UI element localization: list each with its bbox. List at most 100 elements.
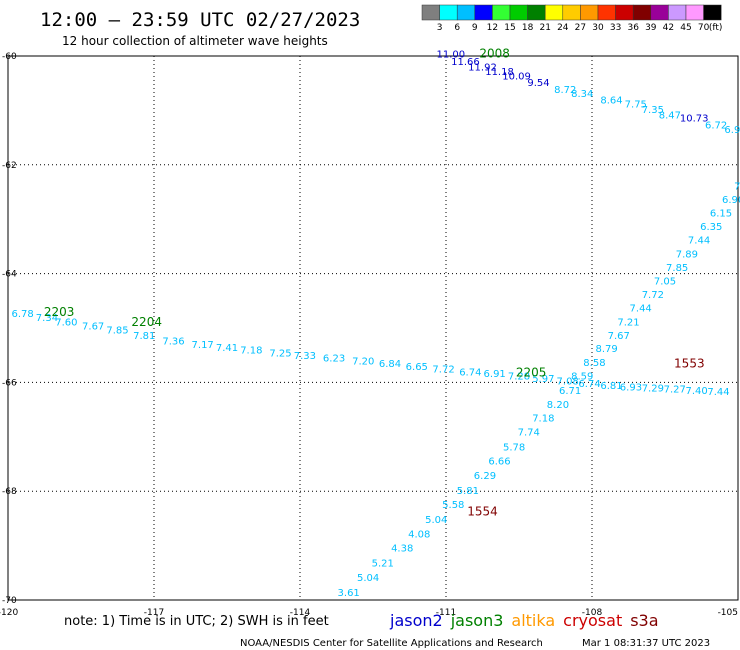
footer: note: 1) Time is in UTC; 2) SWH is in fe…: [64, 611, 710, 649]
wave-height-label: 3.61: [338, 588, 360, 599]
wave-height-label: 7.33: [294, 351, 316, 362]
wave-height-label: 6.72: [705, 120, 727, 131]
wave-height-label: 7.17: [192, 340, 214, 351]
footer-timestamp: Mar 1 08:31:37 UTC 2023: [582, 638, 710, 649]
wave-height-label: 7.81: [133, 331, 155, 342]
footer-note: note: 1) Time is in UTC; 2) SWH is in fe…: [64, 614, 329, 629]
wave-height-label: 7.44: [630, 304, 652, 315]
colorbar-swatch: [650, 4, 669, 21]
wave-height-label: 6.74: [459, 367, 481, 378]
wave-height-label: 7.75: [625, 100, 647, 111]
colorbar-swatch: [632, 4, 652, 21]
wave-height-label: 8.47: [659, 111, 681, 122]
wave-height-label: 7.18: [240, 346, 262, 357]
wave-height-label: 6.84: [379, 359, 401, 370]
colorbar-label: 39: [645, 23, 657, 33]
wave-height-label: 6.66: [488, 457, 510, 468]
colorbar: 3 6 9 12 15 18 21 24 27 30 33 36 39 42 45 70 (ft): [421, 4, 723, 33]
satellite-legend: jason2 jason3 altika cryosat s3a: [389, 611, 659, 630]
chart-title: 12:00 — 23:59 UTC 02/27/2023: [40, 9, 360, 31]
colorbar-label: 30: [592, 23, 604, 33]
x-tick-label: -111: [436, 608, 456, 618]
wave-height-label: 6.81: [600, 381, 622, 392]
legend-entry-altika: altika: [511, 611, 555, 630]
legend-entry-cryosat: cryosat: [563, 611, 622, 630]
wave-height-label: 9.54: [527, 78, 549, 89]
wave-height-label: 5.04: [357, 573, 379, 584]
wave-height-label: 6.74: [578, 379, 600, 390]
colorbar-label: 6: [454, 23, 460, 33]
wave-height-label: 7.18: [532, 414, 554, 425]
colorbar-label: 9: [472, 23, 478, 33]
colorbar-swatch: [509, 4, 528, 21]
legend-entry-jason3: jason3: [450, 611, 504, 630]
colorbar-label: 42: [663, 23, 674, 33]
wave-height-label: 7.05: [654, 276, 676, 287]
wave-height-label: 4.38: [391, 544, 413, 555]
wave-height-label: 5.04: [425, 515, 447, 526]
wave-height-label: 7.60: [55, 317, 77, 328]
wave-height-label: 8.34: [571, 89, 593, 100]
wave-height-label: 7.85: [666, 263, 688, 274]
colorbar-label: 33: [610, 23, 621, 33]
chart-subtitle: 12 hour collection of altimeter wave hei…: [62, 34, 328, 48]
x-tick-label: -120: [0, 608, 18, 618]
wave-height-label: 7.44: [688, 236, 710, 247]
colorbar-unit: (ft): [709, 23, 723, 33]
colorbar-label: 27: [575, 23, 586, 33]
wave-height-label: 6.15: [710, 208, 732, 219]
time-label: 2008: [479, 47, 510, 61]
grid-lines: [8, 56, 738, 600]
wave-height-label: 7.68: [734, 181, 740, 192]
y-tick-label: -62: [2, 161, 17, 171]
wave-height-label: 7.29: [642, 384, 664, 395]
wave-height-label: 6.90: [722, 195, 740, 206]
x-tick-labels: -120 -117 -114 -111 -108 -105: [0, 608, 738, 618]
wave-height-label: 7.28: [508, 372, 530, 383]
legend-entry-s3a: s3a: [630, 611, 658, 630]
y-tick-label: -64: [2, 270, 17, 280]
wave-height-label: 8.64: [600, 95, 622, 106]
wave-height-label: 8.20: [547, 400, 569, 411]
wave-height-label: 7.74: [518, 428, 540, 439]
y-tick-label: -70: [2, 596, 17, 606]
wave-height-label: 11.18: [485, 67, 514, 78]
wave-height-label: 5.78: [503, 442, 525, 453]
colorbar-swatch: [703, 4, 722, 21]
wave-height-label: 7.34: [36, 313, 58, 324]
time-label: 2203: [44, 305, 75, 319]
colorbar-label: 21: [539, 23, 550, 33]
colorbar-swatch: [544, 4, 564, 21]
wave-height-label: 5.97: [532, 374, 554, 385]
colorbar-swatch: [668, 4, 687, 21]
wave-height-label: 11.92: [468, 63, 497, 74]
wave-height-label: 6.71: [559, 386, 581, 397]
colorbar-swatch: [597, 4, 616, 21]
wave-height-label: 7.67: [608, 331, 630, 342]
x-tick-label: -114: [290, 608, 311, 618]
colorbar-label: 18: [522, 23, 534, 33]
wave-height-label: 8.59: [571, 372, 593, 383]
wave-height-label: 7.27: [664, 385, 686, 396]
plot-frame: [7, 55, 739, 601]
wave-height-label: 7.40: [686, 386, 708, 397]
wave-height-label: 5.58: [442, 500, 464, 511]
time-labels: 200820022032204220515531554: [44, 47, 705, 519]
time-label: 2204: [131, 315, 162, 329]
wave-height-label: 7.44: [707, 387, 729, 398]
colorbar-label: 3: [437, 23, 443, 33]
time-label: 2205: [516, 365, 547, 379]
wave-height-label: 4.08: [408, 529, 430, 540]
colorbar-swatch: [562, 4, 581, 21]
wave-height-label: 6.23: [323, 354, 345, 365]
wave-height-label: 7.21: [617, 317, 639, 328]
colorbar-swatch: [474, 4, 493, 21]
wave-height-label: 10.09: [502, 71, 531, 82]
colorbar-swatch: [685, 4, 704, 21]
wave-height-label: 8.58: [583, 358, 605, 369]
wave-height-label: 6.91: [484, 369, 506, 380]
x-tick-label: -105: [718, 608, 738, 618]
